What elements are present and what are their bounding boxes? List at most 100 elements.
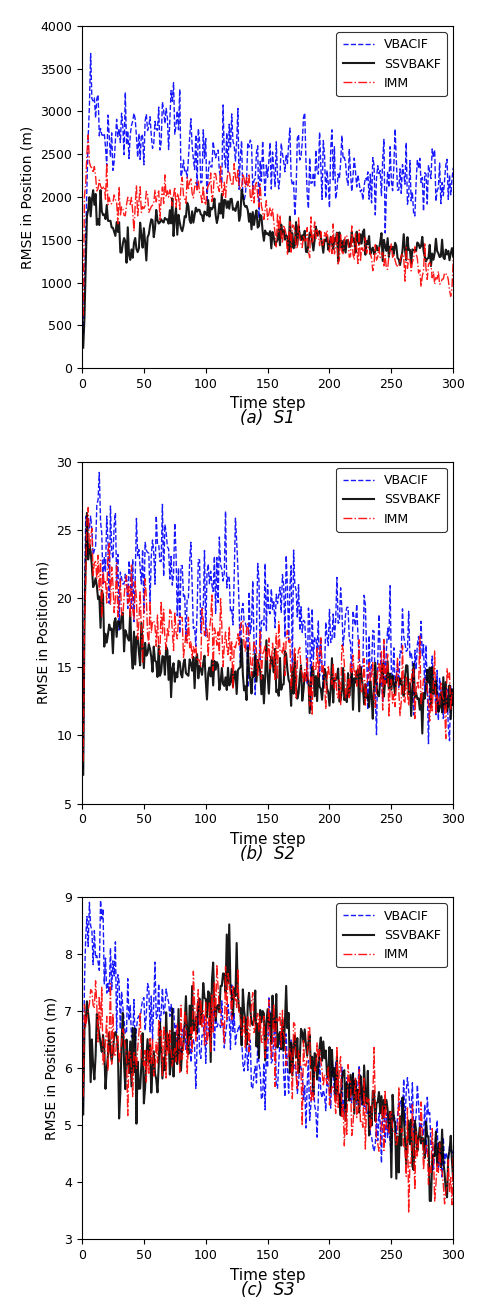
Line: IMM: IMM bbox=[83, 507, 453, 762]
SSVBAKF bbox=[308, 225, 314, 240]
VBACIF bbox=[439, 1169, 445, 1185]
VBACIF bbox=[300, 1092, 306, 1108]
IMM bbox=[308, 1093, 314, 1109]
IMM bbox=[451, 1147, 456, 1163]
SSVBAKF bbox=[84, 505, 90, 520]
IMM bbox=[80, 309, 86, 325]
Line: SSVBAKF: SSVBAKF bbox=[83, 924, 453, 1201]
IMM bbox=[302, 1058, 308, 1074]
IMM bbox=[451, 251, 456, 267]
VBACIF bbox=[451, 698, 456, 714]
SSVBAKF bbox=[239, 181, 244, 197]
SSVBAKF bbox=[451, 1172, 456, 1188]
VBACIF bbox=[98, 892, 104, 908]
VBACIF bbox=[308, 1097, 314, 1113]
VBACIF bbox=[302, 105, 308, 121]
IMM bbox=[308, 209, 314, 225]
SSVBAKF bbox=[300, 682, 306, 698]
IMM bbox=[417, 628, 423, 644]
VBACIF bbox=[302, 614, 308, 629]
IMM bbox=[417, 263, 423, 279]
IMM bbox=[214, 957, 220, 972]
SSVBAKF bbox=[82, 614, 87, 629]
Line: VBACIF: VBACIF bbox=[83, 472, 453, 770]
Line: IMM: IMM bbox=[83, 135, 453, 317]
SSVBAKF bbox=[451, 696, 456, 712]
VBACIF bbox=[417, 1125, 423, 1141]
IMM bbox=[300, 675, 306, 691]
VBACIF bbox=[417, 150, 423, 166]
IMM bbox=[300, 1033, 306, 1049]
Y-axis label: RMSE in Position (m): RMSE in Position (m) bbox=[21, 125, 35, 268]
VBACIF bbox=[451, 1148, 456, 1164]
VBACIF bbox=[393, 1126, 399, 1142]
VBACIF bbox=[300, 612, 306, 628]
VBACIF bbox=[82, 277, 87, 293]
SSVBAKF bbox=[80, 767, 86, 783]
SSVBAKF bbox=[300, 1034, 306, 1050]
IMM bbox=[300, 227, 306, 243]
VBACIF bbox=[393, 669, 399, 685]
VBACIF bbox=[308, 176, 314, 192]
Legend: VBACIF, SSVBAKF, IMM: VBACIF, SSVBAKF, IMM bbox=[336, 904, 447, 967]
VBACIF bbox=[417, 650, 423, 666]
SSVBAKF bbox=[393, 1171, 399, 1187]
X-axis label: Time step: Time step bbox=[230, 1268, 305, 1282]
SSVBAKF bbox=[226, 916, 232, 932]
VBACIF bbox=[80, 326, 86, 342]
SSVBAKF bbox=[302, 1021, 308, 1037]
SSVBAKF bbox=[428, 1193, 434, 1209]
X-axis label: Time step: Time step bbox=[230, 397, 305, 411]
Y-axis label: RMSE in Position (m): RMSE in Position (m) bbox=[45, 997, 59, 1141]
IMM bbox=[393, 256, 399, 272]
SSVBAKF bbox=[417, 1120, 423, 1135]
Text: (c)  S3: (c) S3 bbox=[241, 1281, 295, 1298]
IMM bbox=[418, 1095, 424, 1110]
VBACIF bbox=[80, 762, 86, 778]
IMM bbox=[302, 662, 308, 678]
IMM bbox=[82, 620, 87, 636]
SSVBAKF bbox=[82, 1021, 87, 1037]
VBACIF bbox=[308, 702, 314, 717]
Line: IMM: IMM bbox=[83, 964, 453, 1213]
IMM bbox=[80, 1089, 86, 1105]
SSVBAKF bbox=[417, 702, 423, 717]
Line: VBACIF: VBACIF bbox=[83, 900, 453, 1177]
SSVBAKF bbox=[417, 240, 423, 256]
IMM bbox=[393, 671, 399, 687]
SSVBAKF bbox=[308, 675, 314, 691]
VBACIF bbox=[393, 151, 399, 167]
VBACIF bbox=[300, 109, 306, 125]
Legend: VBACIF, SSVBAKF, IMM: VBACIF, SSVBAKF, IMM bbox=[336, 468, 447, 532]
VBACIF bbox=[88, 46, 94, 62]
Line: SSVBAKF: SSVBAKF bbox=[83, 512, 453, 775]
Y-axis label: RMSE in Position (m): RMSE in Position (m) bbox=[37, 561, 51, 704]
SSVBAKF bbox=[82, 310, 87, 326]
SSVBAKF bbox=[300, 233, 306, 248]
SSVBAKF bbox=[393, 238, 399, 254]
SSVBAKF bbox=[393, 669, 399, 685]
Line: SSVBAKF: SSVBAKF bbox=[83, 189, 453, 348]
Text: (b)  S2: (b) S2 bbox=[240, 845, 295, 863]
IMM bbox=[82, 189, 87, 205]
X-axis label: Time step: Time step bbox=[230, 832, 305, 848]
IMM bbox=[308, 669, 314, 685]
SSVBAKF bbox=[451, 248, 456, 264]
IMM bbox=[451, 687, 456, 703]
VBACIF bbox=[82, 975, 87, 991]
SSVBAKF bbox=[302, 223, 308, 239]
SSVBAKF bbox=[308, 1060, 314, 1076]
SSVBAKF bbox=[302, 665, 308, 681]
Text: (a)  S1: (a) S1 bbox=[240, 409, 295, 427]
IMM bbox=[85, 499, 91, 515]
VBACIF bbox=[82, 590, 87, 606]
IMM bbox=[302, 233, 308, 248]
IMM bbox=[85, 127, 91, 143]
SSVBAKF bbox=[80, 340, 86, 356]
VBACIF bbox=[451, 160, 456, 176]
VBACIF bbox=[96, 464, 102, 480]
IMM bbox=[406, 1205, 412, 1221]
SSVBAKF bbox=[80, 1106, 86, 1122]
IMM bbox=[393, 1138, 399, 1154]
VBACIF bbox=[302, 1077, 308, 1093]
